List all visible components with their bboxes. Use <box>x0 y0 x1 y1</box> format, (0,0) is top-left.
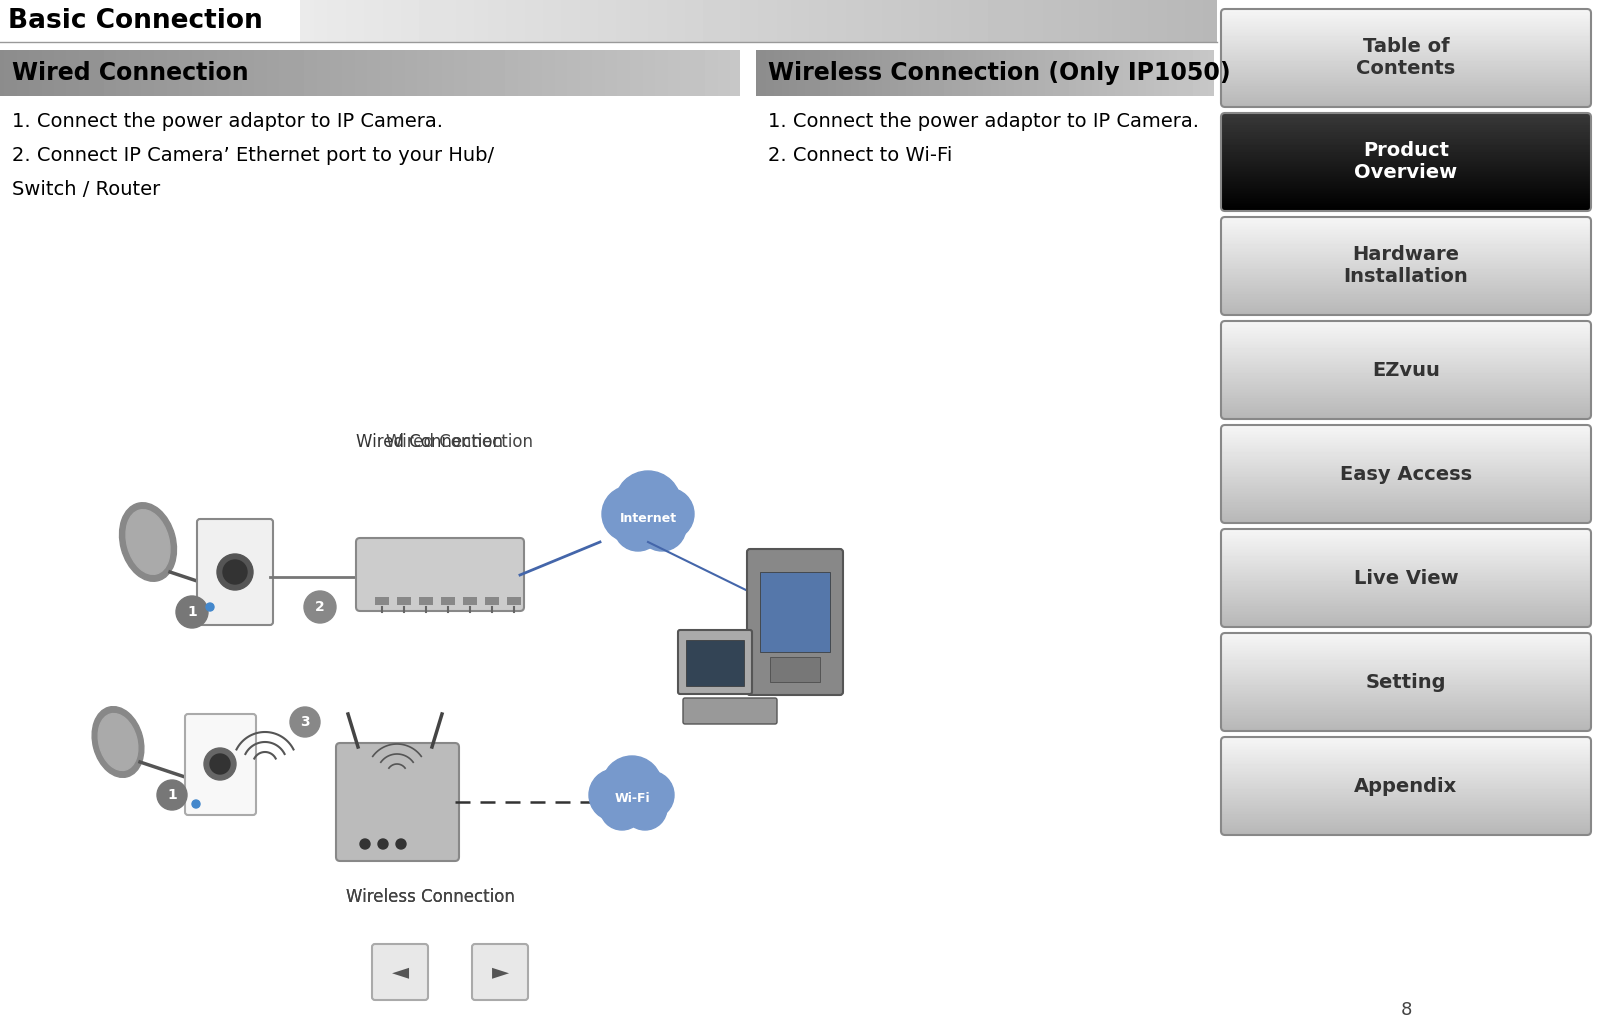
Text: Appendix: Appendix <box>1354 776 1458 796</box>
Text: 1: 1 <box>188 605 197 619</box>
Text: 1: 1 <box>167 788 176 802</box>
Text: Setting: Setting <box>1365 673 1447 691</box>
Bar <box>770 657 820 682</box>
Bar <box>464 596 476 605</box>
FancyBboxPatch shape <box>683 698 776 724</box>
Circle shape <box>157 780 188 810</box>
Text: 2. Connect to Wi-Fi: 2. Connect to Wi-Fi <box>768 146 953 165</box>
FancyBboxPatch shape <box>747 549 844 695</box>
Circle shape <box>614 503 662 551</box>
Circle shape <box>614 471 682 537</box>
Circle shape <box>600 786 643 830</box>
Text: ◄: ◄ <box>391 962 409 982</box>
Circle shape <box>305 591 335 623</box>
Text: Wireless Connection (Only IP1050): Wireless Connection (Only IP1050) <box>768 61 1230 85</box>
Text: EZvuu: EZvuu <box>1371 360 1440 380</box>
Text: Switch / Router: Switch / Router <box>11 180 160 199</box>
Text: Hardware
Installation: Hardware Installation <box>1344 246 1468 287</box>
Text: Easy Access: Easy Access <box>1339 464 1472 484</box>
Ellipse shape <box>119 503 176 581</box>
Text: 3: 3 <box>300 715 310 729</box>
Circle shape <box>622 786 667 830</box>
Text: Wireless Connection: Wireless Connection <box>345 888 515 906</box>
Circle shape <box>290 707 321 737</box>
Circle shape <box>217 554 253 590</box>
Text: Product
Overview: Product Overview <box>1354 141 1458 183</box>
Circle shape <box>223 560 247 584</box>
Circle shape <box>192 800 200 808</box>
Text: 1. Connect the power adaptor to IP Camera.: 1. Connect the power adaptor to IP Camer… <box>768 112 1200 131</box>
Bar <box>484 596 499 605</box>
Text: Wi-Fi: Wi-Fi <box>614 793 650 806</box>
Circle shape <box>205 603 213 611</box>
Circle shape <box>379 839 388 849</box>
Text: 1. Connect the power adaptor to IP Camera.: 1. Connect the power adaptor to IP Camer… <box>11 112 443 131</box>
Circle shape <box>176 596 209 628</box>
Text: ►: ► <box>491 962 508 982</box>
Text: 2: 2 <box>314 600 326 614</box>
Text: Wireless Connection: Wireless Connection <box>345 888 515 906</box>
Circle shape <box>396 839 406 849</box>
Circle shape <box>642 488 695 540</box>
Text: Table of
Contents: Table of Contents <box>1357 37 1455 78</box>
Text: Internet: Internet <box>619 513 677 525</box>
FancyBboxPatch shape <box>184 714 257 815</box>
FancyBboxPatch shape <box>472 944 528 1000</box>
Ellipse shape <box>98 713 138 771</box>
Ellipse shape <box>91 707 144 777</box>
Circle shape <box>602 486 658 542</box>
Text: Wired Connection: Wired Connection <box>356 433 504 451</box>
Circle shape <box>589 769 642 821</box>
Text: 2. Connect IP Camera’ Ethernet port to your Hub/: 2. Connect IP Camera’ Ethernet port to y… <box>11 146 494 165</box>
Circle shape <box>602 756 662 816</box>
Bar <box>419 596 433 605</box>
FancyBboxPatch shape <box>356 538 525 611</box>
Circle shape <box>359 839 371 849</box>
FancyBboxPatch shape <box>372 944 428 1000</box>
Bar <box>760 572 829 652</box>
FancyBboxPatch shape <box>335 743 459 861</box>
FancyBboxPatch shape <box>678 630 752 694</box>
Text: 8: 8 <box>1400 1001 1412 1019</box>
Bar <box>441 596 456 605</box>
Circle shape <box>638 503 687 551</box>
Bar <box>375 596 390 605</box>
Circle shape <box>204 748 236 780</box>
Text: Basic Connection: Basic Connection <box>8 8 263 34</box>
Ellipse shape <box>127 510 170 575</box>
Bar <box>398 596 411 605</box>
Bar <box>507 596 521 605</box>
Circle shape <box>626 771 674 819</box>
Circle shape <box>210 754 229 774</box>
FancyBboxPatch shape <box>197 519 273 625</box>
Bar <box>687 640 744 686</box>
Text: Live View: Live View <box>1354 569 1458 587</box>
Text: Wired Connection: Wired Connection <box>11 61 249 85</box>
Text: Wired Connection: Wired Connection <box>387 433 534 451</box>
